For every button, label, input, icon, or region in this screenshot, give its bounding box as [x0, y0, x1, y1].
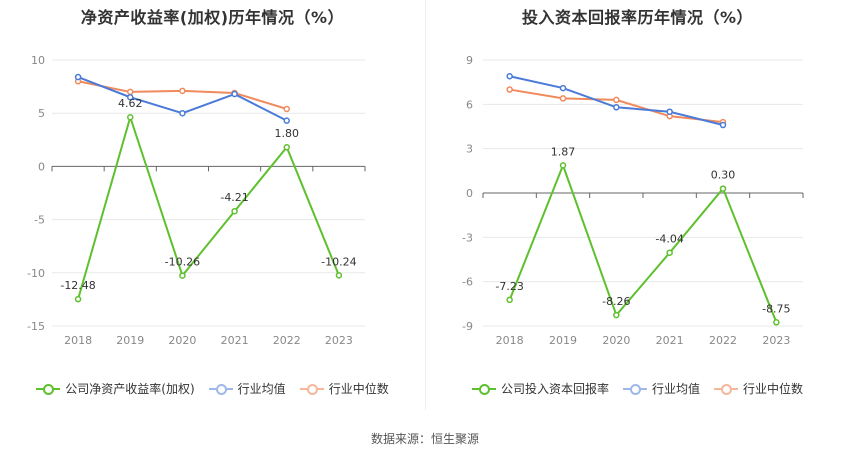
data-point-median	[283, 105, 290, 113]
data-label: -8.75	[762, 302, 790, 315]
data-point-median	[179, 87, 186, 95]
data-point-company	[335, 272, 343, 279]
data-label: -12.48	[60, 279, 95, 292]
legend-item-company[interactable]: 公司投入资本回报率	[471, 380, 609, 397]
data-label: 4.62	[118, 97, 143, 110]
data-point-avg	[231, 90, 238, 98]
data-label: 1.80	[275, 127, 300, 140]
data-point-company	[773, 319, 780, 326]
x-tick-label: 2019	[549, 334, 577, 347]
data-point-avg	[719, 121, 727, 129]
legend-item-avg[interactable]: 行业均值	[622, 380, 700, 397]
x-tick-label: 2023	[762, 334, 790, 347]
roe-chart-legend: 公司净资产收益率(加权) 行业均值 行业中位数	[0, 380, 425, 397]
data-point-company	[74, 295, 82, 303]
series-line-company	[77, 113, 340, 300]
legend-line-icon	[299, 383, 324, 395]
y-tick-label: -5	[34, 214, 45, 227]
legend-item-avg[interactable]: 行业均值	[208, 380, 286, 397]
legend-label: 公司净资产收益率(加权)	[65, 382, 195, 396]
y-tick-label: 3	[466, 143, 473, 156]
roic-chart-plot: 9 6 3 0 -3 -6 -9 2018 2019 2020 2021 2022 2023 -7.23 1…	[462, 54, 804, 347]
y-tick-label: -10	[27, 267, 45, 280]
data-point-avg	[666, 108, 673, 115]
data-point-median	[613, 96, 620, 104]
data-point-company	[127, 113, 134, 121]
roe-chart-panel: 净资产收益率(加权)历年情况（%） 10 5 0 -5 -10 -15 2018 2019 20…	[0, 0, 425, 410]
y-tick-label: -9	[462, 320, 473, 333]
data-point-median	[127, 88, 134, 96]
x-tick-label: 2021	[656, 334, 684, 347]
legend-item-company[interactable]: 公司净资产收益率(加权)	[36, 380, 195, 397]
data-point-avg	[559, 84, 567, 92]
legend-label: 行业中位数	[328, 382, 389, 396]
x-tick-label: 2018	[64, 334, 92, 347]
legend-label: 行业中位数	[743, 382, 804, 396]
data-point-avg	[74, 73, 82, 81]
legend-line-icon	[471, 383, 496, 395]
x-tick-label: 2020	[602, 334, 630, 347]
data-label: 0.30	[711, 169, 736, 182]
series-line-company	[508, 162, 778, 323]
y-tick-label: -15	[27, 320, 45, 333]
data-point-company	[506, 296, 513, 304]
legend-label: 行业均值	[651, 382, 700, 396]
legend-item-median[interactable]: 行业中位数	[714, 380, 803, 397]
x-tick-label: 2022	[273, 334, 301, 347]
roe-chart-title: 净资产收益率(加权)历年情况（%）	[80, 8, 345, 27]
data-point-avg	[283, 117, 290, 124]
data-point-company	[559, 162, 567, 169]
x-tick-label: 2019	[116, 334, 144, 347]
data-point-company	[666, 249, 673, 256]
y-tick-label: 10	[31, 54, 45, 67]
x-tick-label: 2018	[496, 334, 524, 347]
data-label: -7.23	[495, 280, 523, 293]
panel-divider	[425, 0, 426, 410]
data-source-note: 数据来源：恒生聚源	[370, 432, 479, 446]
data-point-avg	[179, 109, 186, 117]
data-point-median	[559, 95, 567, 102]
data-point-avg	[613, 104, 620, 111]
legend-line-icon	[622, 383, 647, 395]
legend-label: 公司投入资本回报率	[500, 382, 609, 396]
data-label: -4.21	[220, 191, 248, 204]
y-tick-label: -3	[462, 231, 473, 244]
x-tick-label: 2023	[325, 334, 353, 347]
data-label: -8.26	[602, 295, 630, 308]
data-point-avg	[127, 93, 134, 101]
data-point-company	[719, 185, 727, 192]
x-tick-label: 2022	[709, 334, 737, 347]
data-point-avg	[506, 73, 513, 80]
data-point-company	[283, 143, 290, 151]
roic-chart-title: 投入资本回报率历年情况（%）	[521, 8, 754, 27]
legend-item-median[interactable]: 行业中位数	[299, 380, 389, 397]
y-tick-label: -6	[462, 276, 473, 289]
legend-line-icon	[714, 383, 738, 395]
x-tick-label: 2021	[221, 334, 249, 347]
data-label: -10.26	[165, 256, 200, 269]
data-point-company	[613, 311, 620, 319]
x-tick-label: 2020	[168, 334, 196, 347]
legend-label: 行业均值	[237, 382, 286, 396]
legend-line-icon	[36, 383, 61, 395]
data-label: -4.04	[655, 233, 683, 246]
y-tick-label: 9	[466, 54, 473, 67]
y-tick-label: 6	[466, 98, 473, 111]
data-point-company	[231, 207, 238, 215]
y-tick-label: 0	[38, 160, 45, 173]
legend-line-icon	[208, 383, 233, 395]
roe-chart-plot: 10 5 0 -5 -10 -15 2018 2019 2020 2021 2022 2023 -12.…	[27, 54, 366, 347]
data-point-company	[179, 272, 186, 279]
data-label: 1.87	[551, 145, 576, 158]
y-tick-label: 0	[466, 187, 473, 200]
roic-chart-legend: 公司投入资本回报率 行业均值 行业中位数	[425, 380, 850, 397]
data-label: -10.24	[321, 255, 356, 268]
data-point-median	[506, 86, 513, 93]
roic-chart-panel: 投入资本回报率历年情况（%） 9 6 3 0 -3 -6 -9 2018 2019 2020 202…	[425, 0, 850, 410]
y-tick-label: 5	[38, 107, 45, 120]
